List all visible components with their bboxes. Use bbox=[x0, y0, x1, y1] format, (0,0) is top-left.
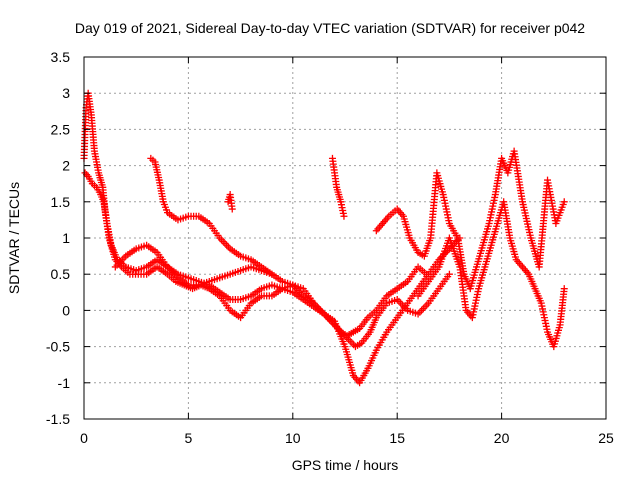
series-track-g bbox=[328, 154, 348, 220]
y-tick-label: 2 bbox=[62, 158, 70, 174]
y-axis-title: SDTVAR / TECUs bbox=[6, 182, 22, 294]
chart-title: Day 019 of 2021, Sidereal Day-to-day VTE… bbox=[75, 20, 585, 36]
data-point bbox=[340, 212, 348, 220]
x-tick-label: 25 bbox=[598, 430, 614, 446]
y-tick-label: 1.5 bbox=[51, 194, 71, 210]
data-point bbox=[560, 285, 568, 293]
y-tick-label: 1 bbox=[62, 230, 70, 246]
data-point bbox=[268, 270, 276, 278]
y-tick-label: -1 bbox=[58, 375, 71, 391]
x-tick-label: 15 bbox=[389, 430, 405, 446]
tick-layer: 0 5 10 15 20 25 -1.5 -1 -0.5 0 0.5 1 1.5 2 2.5 3 3.5 bbox=[46, 49, 614, 446]
y-tick-label: 3 bbox=[62, 85, 70, 101]
y-tick-label: -1.5 bbox=[46, 411, 70, 427]
x-tick-label: 5 bbox=[185, 430, 193, 446]
x-axis-title: GPS time / hours bbox=[292, 457, 399, 473]
y-tick-label: -0.5 bbox=[46, 339, 70, 355]
x-tick-label: 10 bbox=[285, 430, 301, 446]
y-tick-label: 2.5 bbox=[51, 121, 71, 137]
series-track-d bbox=[147, 154, 276, 278]
y-tick-label: 0.5 bbox=[51, 266, 71, 282]
series-track-h bbox=[224, 191, 236, 213]
x-tick-label: 20 bbox=[494, 430, 510, 446]
y-tick-label: 0 bbox=[62, 302, 70, 318]
y-tick-label: 3.5 bbox=[51, 49, 71, 65]
data-point bbox=[445, 270, 453, 278]
data-point bbox=[228, 205, 236, 213]
data-point bbox=[560, 198, 568, 206]
series-track-f bbox=[414, 198, 568, 351]
series-layer bbox=[80, 89, 568, 387]
series-track-c bbox=[111, 234, 464, 387]
series-track-e bbox=[372, 147, 568, 293]
series-track-a bbox=[80, 89, 430, 340]
x-tick-label: 0 bbox=[80, 430, 88, 446]
